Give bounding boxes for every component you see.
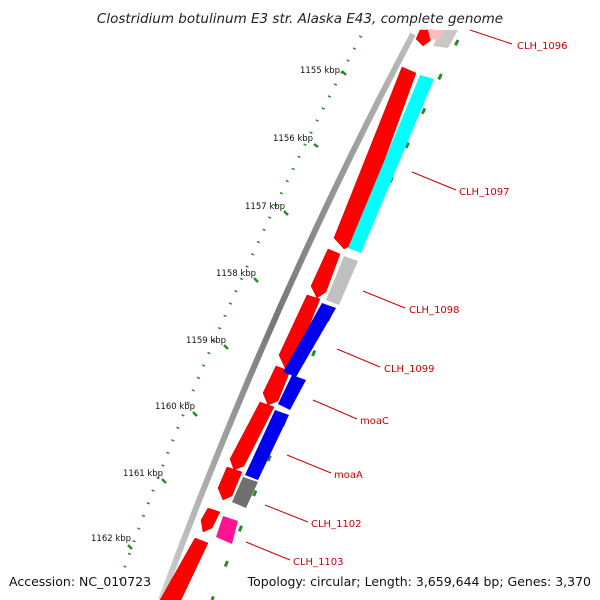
ruler-label: 1156 kbp [273, 134, 313, 144]
ruler-label: 1157 kbp [245, 202, 285, 212]
cds-arrow-forward [200, 507, 221, 533]
genome-backbone [158, 32, 416, 600]
feature-magenta [216, 516, 238, 544]
gene-leader-line [362, 290, 406, 309]
ruler-major-tick [341, 70, 347, 76]
gene-label: moaC [360, 416, 389, 427]
feature-pink-cap [428, 30, 444, 40]
feature-blue [278, 375, 306, 410]
ruler-major-tick [127, 544, 133, 550]
ruler-label: 1158 kbp [216, 269, 256, 279]
feature-blue [283, 303, 336, 377]
ruler-major-tick [253, 277, 259, 283]
gene-label: CLH_1099 [384, 364, 435, 375]
gene-label: CLH_1102 [311, 519, 362, 530]
gene-leader-line [264, 504, 309, 523]
ruler-label: 1162 kbp [91, 534, 131, 544]
ruler-label: 1159 kbp [186, 336, 226, 346]
cds-arrow-forward [333, 66, 417, 250]
accession-text: Accession: NC_010723 [9, 574, 151, 589]
ruler-label: 1161 kbp [123, 469, 163, 479]
cds-arrow-forward [229, 401, 275, 471]
ruler-major-tick [161, 478, 167, 484]
ruler-major-tick [192, 411, 198, 417]
feature-dark-grey [232, 477, 258, 508]
gene-label: CLH_1096 [517, 41, 568, 52]
map-title: Clostridium botulinum E3 str. Alaska E43… [97, 11, 503, 27]
gene-label: CLH_1098 [409, 305, 460, 316]
ruler-major-tick [313, 143, 319, 148]
cds-arrow-forward [310, 248, 341, 299]
ruler-major-tick [283, 210, 289, 216]
cds-arrow-forward [217, 466, 243, 501]
feature-cyan [348, 75, 434, 253]
gene-leader-line [411, 171, 457, 191]
feature-grey [326, 256, 358, 305]
ruler-dotted-line [118, 35, 363, 581]
gene-label: moaA [334, 470, 363, 481]
gene-leader-line [336, 348, 381, 368]
gene-leader-line [312, 399, 358, 420]
ruler-label: 1155 kbp [300, 66, 340, 76]
ruler-label: 1160 kbp [155, 402, 195, 412]
gene-label: CLH_1103 [293, 557, 344, 568]
ruler-major-tick [223, 344, 229, 350]
gene-leader-line [469, 29, 513, 45]
gene-label: CLH_1097 [459, 187, 510, 198]
outer-tick-track [210, 39, 460, 600]
genome-info-text: Topology: circular; Length: 3,659,644 bp… [247, 574, 591, 589]
feature-blue [245, 410, 289, 480]
gene-leader-line [286, 454, 332, 474]
gene-leader-line [245, 541, 291, 561]
cds-arrow-forward [159, 537, 209, 600]
